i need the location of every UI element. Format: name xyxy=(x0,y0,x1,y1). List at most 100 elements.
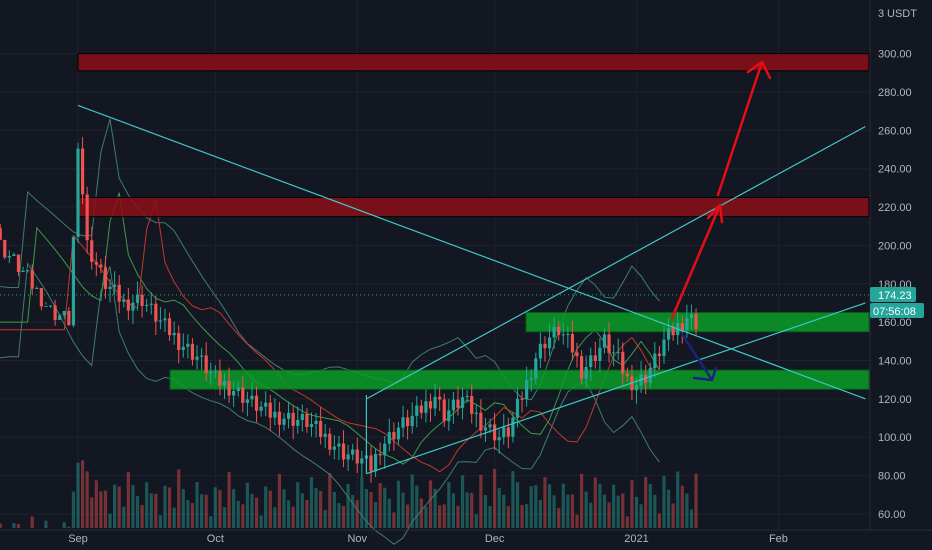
candle-body xyxy=(273,411,277,418)
candle-body xyxy=(598,347,602,362)
volume-bar xyxy=(122,506,126,528)
projection-arrowhead-1 xyxy=(706,203,724,224)
volume-bar xyxy=(502,494,506,528)
candle-body xyxy=(483,427,488,431)
resistance-zone[interactable] xyxy=(77,196,870,218)
candle-body xyxy=(428,401,433,409)
price-tick-label: 60.00 xyxy=(878,509,906,521)
volume-bar xyxy=(346,483,350,528)
volume-bar xyxy=(195,482,199,528)
volume-bar xyxy=(126,472,130,528)
candle-body xyxy=(355,449,359,464)
time-axis[interactable]: Sep Oct Nov Dec 2021 Feb xyxy=(68,533,788,545)
candle-body xyxy=(250,395,254,400)
candle-body xyxy=(534,358,538,379)
volume-bar xyxy=(694,473,698,528)
candle-body xyxy=(451,399,455,411)
volume-bar xyxy=(579,473,584,528)
candle-body xyxy=(99,264,103,268)
candle-body xyxy=(383,443,387,456)
volume-bar xyxy=(566,494,570,528)
candle-body xyxy=(218,371,222,386)
candle-body xyxy=(337,443,341,447)
candle-body xyxy=(621,351,625,374)
candle-body xyxy=(460,397,465,408)
volume-bar xyxy=(543,477,547,528)
volume-bar xyxy=(0,523,2,528)
ascending-channel-upper[interactable] xyxy=(366,125,866,400)
volume-bar xyxy=(474,514,478,528)
candle-body xyxy=(506,427,510,437)
volume-bar xyxy=(369,492,373,528)
candle-body xyxy=(181,346,185,350)
volume-bar xyxy=(497,488,501,528)
candle-body xyxy=(163,318,167,321)
candle-body xyxy=(62,310,66,316)
volume-bar xyxy=(383,487,387,528)
volume-bar xyxy=(529,486,533,528)
candle-body xyxy=(557,326,561,335)
candle-body xyxy=(172,333,176,336)
currency-label: 3 USDT xyxy=(878,8,917,20)
volume-bar xyxy=(94,480,98,528)
candle-body xyxy=(158,320,163,322)
volume-bar xyxy=(117,486,121,528)
projection-arrows xyxy=(670,60,772,382)
candle-body xyxy=(245,399,249,403)
candle-body xyxy=(48,305,53,307)
volume-bar xyxy=(433,488,437,528)
candle-body xyxy=(232,390,236,396)
volume-bar xyxy=(625,516,629,528)
time-tick-label: Feb xyxy=(769,533,788,545)
candle-body xyxy=(433,396,437,409)
candle-body xyxy=(277,411,282,425)
candle-body xyxy=(186,343,190,347)
volume-bar xyxy=(190,503,195,528)
volume-bar xyxy=(337,503,341,528)
volume-bar xyxy=(80,460,85,528)
volume-bar xyxy=(364,489,369,528)
candle-body xyxy=(126,299,130,311)
candle-body xyxy=(369,455,373,472)
candle-body xyxy=(241,387,245,403)
volume-bar xyxy=(428,480,433,528)
candle-body xyxy=(561,334,565,336)
time-tick-label: 2021 xyxy=(624,533,648,545)
volume-bar xyxy=(598,483,602,528)
volume-bar xyxy=(282,489,286,528)
volume-bar xyxy=(648,483,652,528)
candle-body xyxy=(456,399,460,408)
volume-bar xyxy=(360,476,364,528)
volume-bar xyxy=(177,469,181,528)
price-tick-label: 100.00 xyxy=(878,432,912,444)
resistance-zone[interactable] xyxy=(77,53,870,72)
candle-body xyxy=(479,412,483,431)
volume-bar xyxy=(415,485,419,528)
candle-body xyxy=(195,356,199,360)
ascending-channel-lower[interactable] xyxy=(366,302,866,475)
volume-bar xyxy=(145,482,149,528)
volume-bar xyxy=(85,471,89,528)
candle-body xyxy=(694,314,698,330)
projection-arrow-2 xyxy=(716,60,764,197)
volume-bar xyxy=(520,504,524,528)
candle-body xyxy=(264,402,268,407)
descending-trendline[interactable] xyxy=(77,104,866,400)
price-tick-label: 300.00 xyxy=(878,49,912,61)
candle-body xyxy=(346,454,350,460)
candle-body xyxy=(685,318,689,331)
candle-body xyxy=(515,398,520,418)
candle-body xyxy=(300,414,304,420)
volume-bar xyxy=(511,471,515,528)
price-tick-label: 240.00 xyxy=(878,164,912,176)
volume-bar xyxy=(273,507,277,528)
support-zone[interactable] xyxy=(169,369,870,390)
candle-body xyxy=(122,299,126,302)
candle-body xyxy=(323,433,327,437)
volume-bar xyxy=(653,494,657,528)
volume-bar xyxy=(525,504,529,528)
candle-body xyxy=(360,458,364,464)
price-axis[interactable]: 300.00280.00260.00240.00220.00200.00180.… xyxy=(878,49,912,521)
candle-body xyxy=(543,343,547,349)
